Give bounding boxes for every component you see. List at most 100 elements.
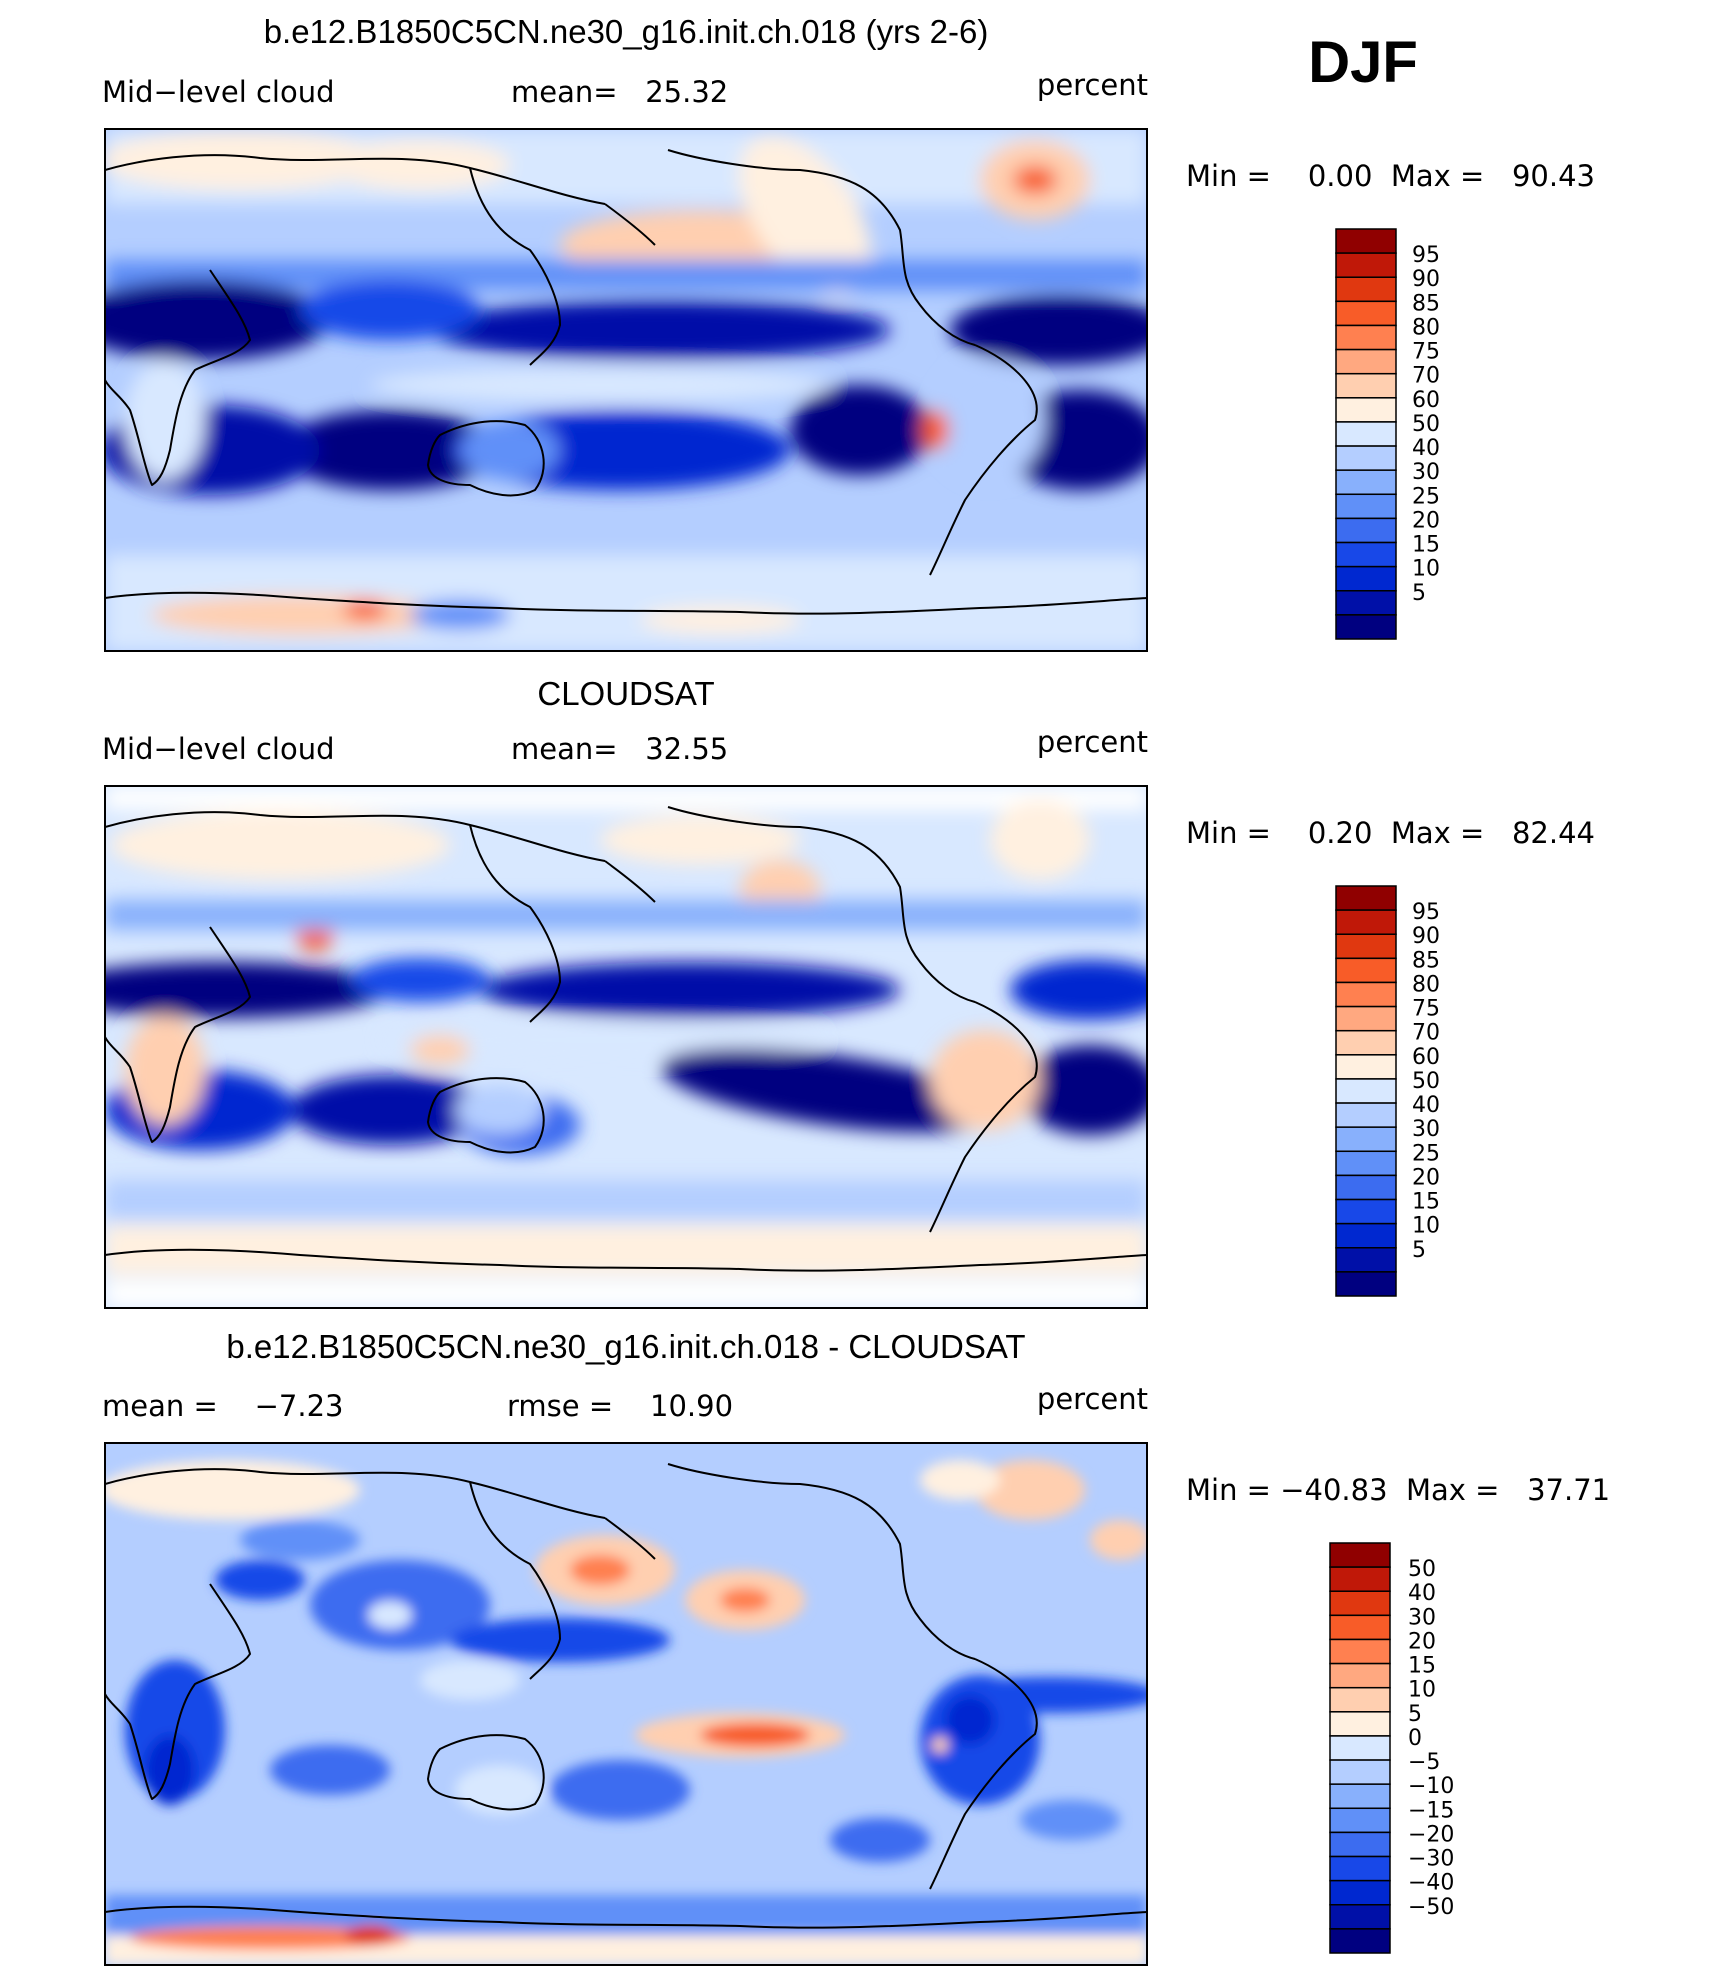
- colorbar-box: [1335, 300, 1397, 327]
- colorbar-tick-label: 30: [1408, 1605, 1436, 1630]
- colorbar-tick-label: 5: [1408, 1702, 1422, 1727]
- panel-2-units-label: percent: [1037, 725, 1148, 759]
- colorbar-tick-label: 40: [1408, 1581, 1436, 1606]
- colorbar-box: [1335, 1078, 1397, 1104]
- colorbar-tick-label: 95: [1412, 900, 1440, 925]
- panel-1-min-max: Min = 0.00 Max = 90.43: [1186, 159, 1595, 193]
- colorbar-tick-label: 10: [1412, 1214, 1440, 1239]
- colorbar-box: [1335, 228, 1397, 254]
- panel-1-units-label: percent: [1037, 68, 1148, 102]
- panel-3-units-label: percent: [1037, 1382, 1148, 1416]
- colorbar-box: [1335, 1271, 1397, 1297]
- panel-1-map-frame: [104, 128, 1148, 652]
- colorbar-box: [1329, 1807, 1391, 1834]
- panel-3: b.e12.B1850C5CN.ne30_g16.init.ch.018 - C…: [102, 1328, 1610, 1966]
- panel-3-min-max: Min = −40.83 Max = 37.71: [1186, 1473, 1610, 1507]
- colorbar-tick-label: 30: [1412, 460, 1440, 485]
- colorbar-box: [1335, 1029, 1397, 1056]
- panel-2-mean-label: mean= 32.55: [511, 732, 728, 766]
- colorbar-box: [1335, 1174, 1397, 1201]
- colorbar-box: [1329, 1711, 1391, 1737]
- colorbar-tick-label: 85: [1412, 948, 1440, 973]
- colorbar-tick-label: 40: [1412, 1093, 1440, 1118]
- colorbar-tick-label: 80: [1412, 315, 1440, 340]
- colorbar-tick-label: 15: [1412, 533, 1440, 558]
- colorbar-box: [1329, 1662, 1391, 1689]
- colorbar-tick-label: −5: [1408, 1750, 1440, 1775]
- colorbar-box: [1335, 957, 1397, 984]
- colorbar-tick-label: 90: [1412, 267, 1440, 292]
- season-label: DJF: [1308, 30, 1418, 95]
- colorbar-tick-label: 80: [1412, 972, 1440, 997]
- colorbar-box: [1335, 372, 1397, 399]
- panel-2: CLOUDSAT Mid−level cloud mean= 32.55 per…: [102, 675, 1595, 1309]
- colorbar-box: [1335, 1198, 1397, 1225]
- colorbar-tick-label: 25: [1412, 1141, 1440, 1166]
- panel-2-map: [105, 786, 1147, 1308]
- colorbar-box: [1335, 1054, 1397, 1080]
- colorbar-tick-label: 40: [1412, 436, 1440, 461]
- colorbar-tick-label: 20: [1408, 1629, 1436, 1654]
- colorbar-box: [1329, 1542, 1391, 1568]
- colorbar-tick-label: 50: [1408, 1557, 1436, 1582]
- colorbar-box: [1329, 1590, 1391, 1617]
- colorbar-box: [1335, 1005, 1397, 1032]
- colorbar-box: [1329, 1783, 1391, 1810]
- colorbar-tick-label: 20: [1412, 1165, 1440, 1190]
- colorbar-box: [1335, 981, 1397, 1008]
- panel-1-variable-label: Mid−level cloud: [102, 75, 335, 109]
- panel-1-title: b.e12.B1850C5CN.ne30_g16.init.ch.018 (yr…: [264, 13, 989, 50]
- colorbar-tick-label: 10: [1408, 1678, 1436, 1703]
- colorbar-tick-label: −15: [1408, 1798, 1454, 1823]
- colorbar-tick-label: 5: [1412, 581, 1426, 606]
- panel-3-mean-label: mean = −7.23: [102, 1389, 344, 1423]
- colorbar-tick-label: 25: [1412, 484, 1440, 509]
- colorbar-box: [1329, 1831, 1391, 1858]
- colorbar-tick-label: −30: [1408, 1847, 1454, 1872]
- panel-1-mean-label: mean= 25.32: [511, 75, 728, 109]
- colorbar-tick-label: 5: [1412, 1238, 1426, 1263]
- panel-3-title: b.e12.B1850C5CN.ne30_g16.init.ch.018 - C…: [226, 1328, 1025, 1365]
- colorbar-box: [1335, 517, 1397, 544]
- colorbar-box: [1335, 1102, 1397, 1128]
- colorbar-box: [1329, 1855, 1391, 1882]
- colorbar-tick-label: 0: [1408, 1726, 1422, 1751]
- colorbar-tick-label: −50: [1408, 1895, 1454, 1920]
- colorbar-tick-label: 60: [1412, 1045, 1440, 1070]
- panel-2-variable-label: Mid−level cloud: [102, 732, 335, 766]
- colorbar-tick-label: 75: [1412, 340, 1440, 365]
- colorbar-box: [1335, 1126, 1397, 1153]
- colorbar-tick-label: 50: [1412, 412, 1440, 437]
- colorbar-box: [1335, 1222, 1397, 1249]
- colorbar-box: [1335, 493, 1397, 520]
- colorbar-box: [1329, 1638, 1391, 1665]
- colorbar-tick-label: 70: [1412, 364, 1440, 389]
- colorbar-box: [1335, 933, 1397, 960]
- colorbar-box: [1335, 909, 1397, 935]
- colorbar-tick-label: 90: [1412, 924, 1440, 949]
- colorbar-tick-label: 50: [1412, 1069, 1440, 1094]
- panel-2-min-max: Min = 0.20 Max = 82.44: [1186, 816, 1595, 850]
- panel-1: b.e12.B1850C5CN.ne30_g16.init.ch.018 (yr…: [102, 13, 1595, 652]
- colorbar-box: [1329, 1928, 1391, 1954]
- colorbar-box: [1329, 1759, 1391, 1785]
- colorbar-box: [1335, 469, 1397, 496]
- colorbar-box: [1335, 565, 1397, 592]
- panel-3-map: [105, 1443, 1147, 1965]
- colorbar-tick-label: −10: [1408, 1774, 1454, 1799]
- colorbar-tick-label: 20: [1412, 508, 1440, 533]
- colorbar-box: [1329, 1686, 1391, 1713]
- panel-3-map-frame: [104, 1442, 1148, 1966]
- colorbar-box: [1335, 397, 1397, 423]
- panel-1-map: [105, 129, 1147, 651]
- colorbar-tick-label: −40: [1408, 1871, 1454, 1896]
- colorbar-tick-label: 75: [1412, 997, 1440, 1022]
- colorbar-box: [1335, 885, 1397, 911]
- panel-2-title: CLOUDSAT: [537, 675, 714, 712]
- colorbar-box: [1329, 1566, 1391, 1592]
- colorbar-tick-label: 60: [1412, 388, 1440, 413]
